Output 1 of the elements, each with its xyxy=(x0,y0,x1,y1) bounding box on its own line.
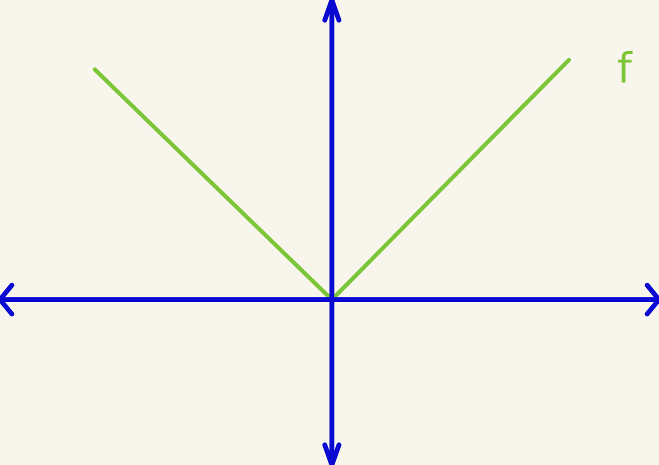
series-label: f xyxy=(618,50,633,83)
